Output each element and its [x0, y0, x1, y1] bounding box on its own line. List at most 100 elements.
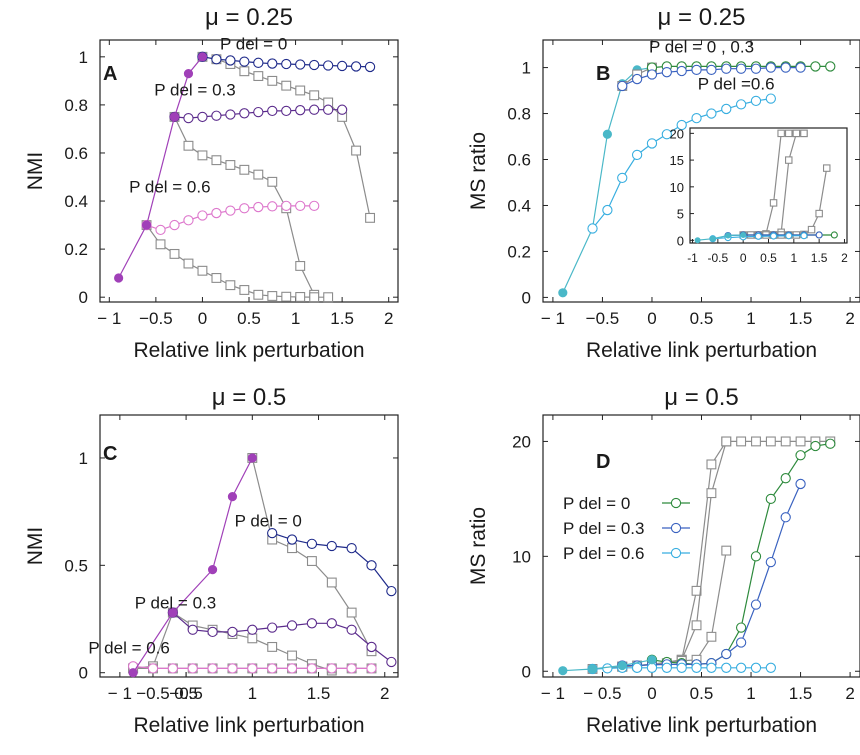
panel-d-series-4-point-8 — [735, 637, 747, 648]
panel-c-series-3-point-1 — [286, 534, 298, 545]
panel-a-series-3-point-10 — [336, 60, 348, 72]
panel-d-series-4-point-9 — [750, 599, 762, 610]
panel-b-series-4-point-7 — [691, 112, 702, 124]
panel-a-series-3-point-2 — [225, 55, 236, 66]
panel-d-series-0-point-11 — [780, 436, 791, 447]
panel-a-series-2-point-13 — [323, 292, 334, 303]
panel-d-series-5-point-6 — [676, 662, 687, 673]
panel-c-series-5-point-3 — [187, 663, 198, 674]
panel-c-xtick-mid-label-0: −0.5 — [136, 684, 170, 703]
panel-c-series-0-point-4 — [326, 577, 337, 588]
panel-a-series-2-point-12 — [309, 292, 320, 303]
panel-b-inset-xtick-label-1: -0.5 — [708, 251, 729, 265]
panel-b-series-4-point-9 — [721, 103, 732, 115]
panel-b-inset-series-1-point-4 — [785, 156, 793, 164]
panel-b-series-3-point-0 — [617, 80, 628, 92]
panel-b-inset-xtick-label-0: -1 — [687, 251, 698, 265]
panel-a-series-1-point-9 — [295, 260, 306, 271]
panel-b-inset-series-1-point-5 — [792, 129, 801, 138]
panel-c-series-5-point-8 — [286, 663, 298, 674]
panel-b-series-4-point-12 — [765, 93, 776, 104]
panel-a-letter: A — [103, 63, 117, 85]
panel-d-series-0-point-8 — [736, 436, 747, 447]
panel-a: μ = 0.25 A − 1 −0.5 0 0.5 1 1.5 2 0 0.2 0.4 0.6 0.8 1 R… — [24, 4, 399, 362]
panel-b-series-4-point-10 — [735, 99, 747, 110]
panel-a-series-6-point-2 — [169, 112, 180, 122]
panel-c-xtick-label-4: 2 — [380, 684, 389, 703]
panel-d-xtick-label-0: − 1 — [541, 684, 565, 703]
panel-a-series-2-point-4 — [197, 265, 208, 276]
panel-b-inset-series-6-point-2 — [724, 232, 731, 239]
panel-c-series-3-point-4 — [346, 542, 357, 554]
panel-c-series-4-point-9 — [346, 624, 357, 635]
panel-a-series-0-point-5 — [267, 75, 278, 86]
panel-a-series-6-point-4 — [197, 52, 208, 62]
panel-d-series-0-point-6 — [706, 459, 717, 470]
panel-a-series-4-point-3 — [211, 110, 222, 121]
panel-c-ytick-label-1: 0.5 — [64, 556, 88, 575]
panel-b-xlabel: Relative link perturbation — [586, 339, 817, 362]
panel-a-series-4-point-4 — [225, 109, 236, 120]
panel-b-inset-xtick-label-3: 0.5 — [760, 251, 777, 265]
panel-d-series-6-point-3 — [647, 655, 657, 665]
panel-c-ytick-label-0: 0 — [79, 664, 88, 683]
panel-d-series-4-point-7 — [721, 648, 732, 660]
panel-c-series-3-point-0 — [267, 527, 278, 539]
panel-d-title: μ = 0.5 — [664, 384, 739, 411]
panel-c-series-3-point-6 — [386, 585, 397, 597]
panel-b-series-4 — [587, 93, 776, 234]
panel-b-xtick-label-0: − 1 — [541, 309, 565, 328]
panel-a-series-3-point-8 — [309, 59, 320, 71]
panel-a-series-1-point-5 — [239, 164, 250, 175]
panel-d-series-4-point-11 — [780, 512, 791, 523]
panel-c-series-5-point-4 — [207, 663, 218, 674]
panel-d-xtick-label-6: 2 — [845, 684, 854, 703]
panel-c-series-4-point-1 — [187, 624, 198, 635]
panel-b-series-4-point-11 — [750, 95, 762, 107]
panel-c-series-4-point-4 — [247, 624, 258, 635]
panel-d-legend-marker-0 — [670, 497, 682, 509]
panel-a-series-2-point-6 — [225, 280, 236, 291]
panel-b-xtick-label-1: −0.5 — [586, 309, 620, 328]
panel-a-xtick-label-4: 1 — [291, 309, 300, 328]
panel-a-series-6-point-3 — [183, 69, 194, 79]
panel-a-series-1-point-3 — [211, 155, 222, 166]
panel-d-series-1-point-5 — [721, 436, 732, 447]
panel-a-annotation-0: P del = 0 — [220, 35, 287, 54]
panel-d-series-4-point-12 — [795, 478, 806, 490]
panel-d-ytick-label-1: 10 — [512, 547, 531, 566]
panel-b-xtick-label-6: 2 — [845, 309, 854, 328]
panel-c-series-5-point-9 — [306, 663, 318, 674]
panel-d-xtick-label-1: − 0.5 — [583, 684, 621, 703]
panel-b-series-4-point-5 — [661, 129, 672, 140]
panel-d-legend-label-1: P del = 0.3 — [563, 519, 644, 538]
panel-a-series-3-point-7 — [295, 59, 306, 70]
panel-a-series-4-point-2 — [197, 111, 208, 123]
panel-d-series-3-point-7 — [750, 551, 762, 562]
panel-b-ytick-label-5: 1 — [522, 59, 531, 78]
panel-a-series-2-point-2 — [169, 248, 180, 259]
panel-c-series-5-point-6 — [247, 663, 258, 674]
panel-b-inset-series-5-point-3 — [754, 232, 762, 240]
panel-b-inset-series-4-point-6 — [815, 231, 823, 239]
panel-c-annotation-1: P del = 0.3 — [135, 593, 216, 612]
panel-a-series-4-point-1 — [183, 112, 194, 124]
panel-b-series-3-point-12 — [795, 62, 806, 73]
panel-d-legend-marker-1 — [670, 522, 682, 534]
panel-c-series-5-point-1 — [147, 663, 159, 674]
panel-c-letter: C — [103, 443, 117, 465]
panel-a-xtick-label-6: 2 — [384, 309, 393, 328]
panel-d-series-5-point-3 — [631, 662, 643, 673]
panel-b-series-4-point-0 — [587, 223, 598, 234]
panel-b-series-0 — [558, 62, 657, 298]
panel-b-inset-series-5-point-6 — [800, 232, 808, 240]
panel-a-series-2-point-5 — [211, 273, 222, 283]
panel-c-series-6-point-0 — [128, 668, 138, 678]
panel-a-series-5-point-6 — [225, 205, 236, 216]
panel-a-xtick-label-0: − 1 — [97, 309, 121, 328]
panel-c-series-5-point-11 — [346, 663, 357, 674]
panel-a-series-4-point-6 — [253, 106, 264, 118]
panel-c-series-0-point-3 — [306, 556, 317, 566]
panel-c-series-1-point-6 — [247, 633, 258, 644]
